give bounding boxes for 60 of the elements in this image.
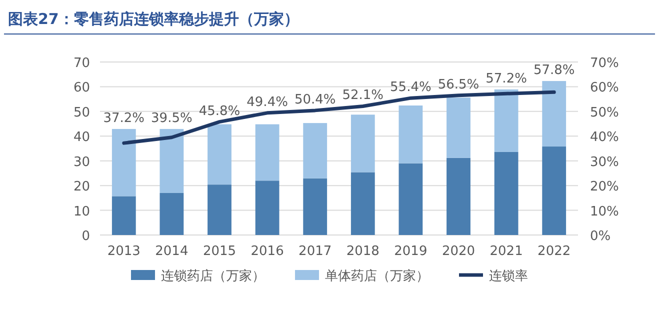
- x-tick-label: 2020: [442, 244, 476, 259]
- x-tick-label: 2018: [346, 244, 380, 259]
- data-label: 56.5%: [438, 77, 480, 92]
- bar: [160, 192, 184, 235]
- data-label: 57.8%: [533, 63, 575, 78]
- bar: [446, 158, 470, 235]
- data-label: 57.2%: [486, 71, 527, 86]
- x-tick-label: 2015: [202, 244, 236, 259]
- legend-label: 连锁率: [489, 268, 528, 284]
- bar: [112, 196, 136, 235]
- bar: [255, 124, 280, 181]
- bar: [398, 105, 423, 164]
- y2-tick-label: 70%: [590, 56, 619, 71]
- data-label: 52.1%: [342, 88, 384, 104]
- bar: [542, 81, 566, 147]
- legend-label: 连锁药店（万家）: [161, 268, 265, 284]
- data-label: 49.4%: [246, 94, 288, 110]
- y-tick-label: 50: [73, 105, 90, 120]
- y-tick-label: 40: [73, 130, 90, 146]
- bar: [255, 180, 280, 235]
- y-tick-label: 10: [73, 204, 90, 220]
- y2-tick-label: 20%: [590, 180, 619, 195]
- y-tick-label: 30: [73, 154, 90, 170]
- x-tick-label: 2017: [298, 244, 332, 259]
- y2-tick-label: 10%: [590, 204, 619, 220]
- y2-tick-label: 0%: [590, 229, 611, 244]
- bar: [350, 114, 375, 172]
- bar: [303, 123, 328, 178]
- x-tick-label: 2014: [155, 244, 188, 259]
- x-tick-label: 2013: [107, 244, 140, 259]
- data-label: 39.5%: [151, 110, 192, 126]
- x-tick-label: 2019: [394, 244, 428, 259]
- y2-tick-label: 40%: [590, 130, 619, 146]
- x-tick-label: 2021: [490, 244, 523, 259]
- x-tick-label: 2016: [250, 244, 284, 259]
- y-tick-label: 60: [73, 80, 90, 96]
- y2-tick-label: 60%: [590, 80, 619, 96]
- legend-label: 单体药店（万家）: [325, 268, 429, 284]
- bar: [398, 163, 423, 235]
- bar: [303, 178, 328, 235]
- bar: [494, 152, 518, 235]
- data-label: 37.2%: [103, 110, 145, 126]
- y-tick-label: 0: [82, 229, 90, 244]
- bar: [208, 124, 232, 185]
- bar: [112, 128, 136, 196]
- bar: [446, 98, 470, 158]
- data-label: 55.4%: [390, 80, 432, 96]
- y2-tick-label: 50%: [590, 105, 619, 120]
- x-tick-label: 2022: [538, 244, 571, 259]
- chart-title: 图表27：零售药店连锁率稳步提升（万家）: [8, 10, 299, 28]
- bar: [208, 184, 232, 235]
- data-label: 50.4%: [294, 92, 336, 108]
- bar: [494, 89, 518, 152]
- y2-tick-label: 30%: [590, 154, 619, 170]
- bar: [350, 172, 375, 235]
- data-label: 45.8%: [198, 104, 240, 119]
- y-tick-label: 70: [73, 56, 90, 71]
- bar: [160, 128, 184, 193]
- bar: [542, 146, 566, 235]
- y-tick-label: 20: [73, 180, 90, 195]
